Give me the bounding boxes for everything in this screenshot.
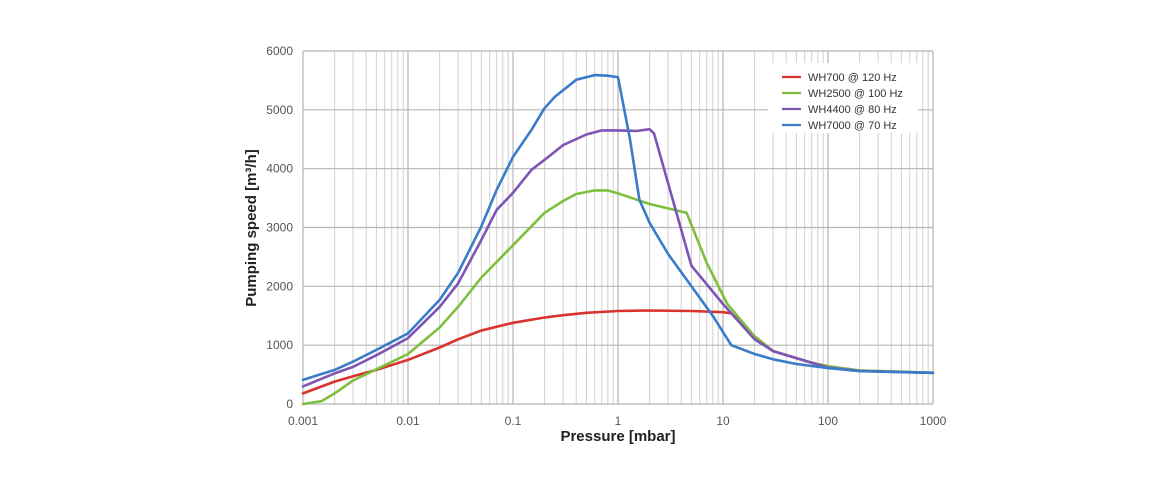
legend: WH700 @ 120 Hz WH2500 @ 100 Hz WH4400 @ 80… [768,63,918,133]
series-line-3 [301,127,935,388]
x-tick-label: 10 [716,414,730,428]
y-tick-label: 6000 [266,44,293,58]
x-tick-label: 1000 [920,414,947,428]
y-tick-label: 4000 [266,162,293,176]
x-tick-label: 0.001 [288,414,318,428]
legend-box [768,63,918,133]
y-axis-label: Pumping speed [m³/h] [243,149,260,307]
x-tick-label: 100 [818,414,838,428]
x-tick-label: 1 [615,414,622,428]
tick-labels: 0.001 0.01 0.1 1 10 100 1000 0 1000 2000 3000 4000 5… [266,44,946,428]
legend-label: WH700 @ 120 Hz [808,72,897,84]
legend-label: WH4400 @ 80 Hz [808,104,897,116]
series-lines [301,73,935,406]
y-tick-label: 1000 [266,338,293,352]
x-axis-label: Pressure [mbar] [560,428,675,445]
legend-label: WH2500 @ 100 Hz [808,88,903,100]
x-tick-label: 0.01 [396,414,420,428]
y-tick-label: 0 [286,397,293,411]
grid [302,50,934,405]
series-line-4 [301,73,935,382]
legend-label: WH7000 @ 70 Hz [808,120,897,132]
y-tick-label: 2000 [266,279,293,293]
y-tick-label: 3000 [266,221,293,235]
y-tick-label: 5000 [266,103,293,117]
x-tick-label: 0.1 [505,414,522,428]
